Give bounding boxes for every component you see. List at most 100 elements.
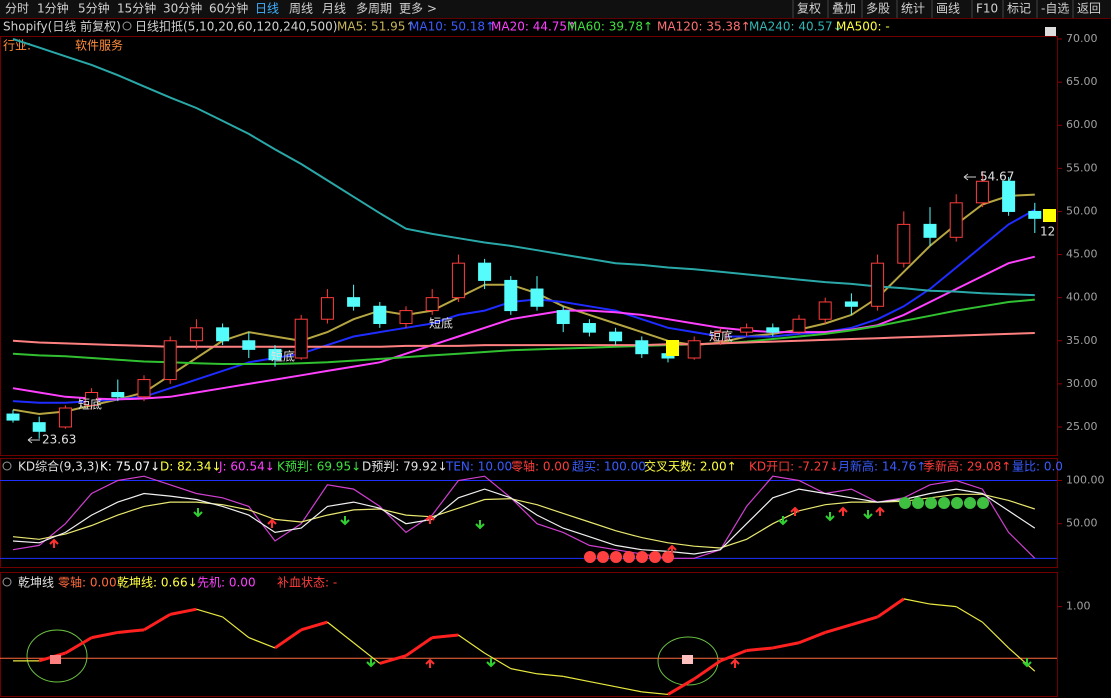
highlight-circle	[26, 629, 88, 683]
y-tick-label: 50.00	[1066, 517, 1098, 530]
tab[interactable]: 5分钟	[78, 1, 110, 16]
tab[interactable]: 15分钟	[117, 1, 156, 16]
signal-dot	[912, 497, 924, 509]
y-tick-label: 45.00	[1066, 248, 1098, 261]
qk-icon[interactable]	[2, 577, 12, 587]
kd-header: 月新高: 14.76↑	[838, 459, 926, 474]
signal-arrow	[267, 518, 277, 528]
ma-line	[12, 209, 1036, 404]
toolbar-button[interactable]: 返回	[1077, 2, 1101, 16]
toolbar-button[interactable]: 统计	[901, 2, 925, 16]
signal-arrow	[825, 512, 835, 522]
kd-header: 交叉天数: 2.00↑	[644, 459, 737, 474]
annotation: 54.67	[980, 170, 1014, 184]
kd-header: K预判: 69.95↓	[277, 460, 361, 474]
main-panel	[0, 36, 1058, 456]
tab[interactable]: 周线	[289, 2, 313, 16]
y-tick-label: 1.00	[1066, 600, 1091, 613]
signal-dot	[636, 551, 648, 563]
toolbar-button[interactable]: 叠加	[832, 2, 856, 16]
signal-dot	[610, 551, 622, 563]
signal-arrow	[425, 658, 435, 668]
candle-body	[713, 331, 727, 342]
qk-segment	[746, 646, 773, 653]
y-tick-label: 60.00	[1066, 118, 1098, 131]
toolbar-button[interactable]: -自选	[1041, 2, 1069, 16]
signal-arrow	[340, 516, 350, 526]
tab[interactable]: 多周期	[356, 2, 392, 16]
ma-label: MA120: 35.38↑	[657, 20, 751, 34]
qk-segment	[353, 642, 381, 664]
tab[interactable]: 日线	[255, 2, 279, 16]
annotation: 短底	[429, 316, 453, 331]
candle-body	[792, 318, 806, 333]
tab[interactable]: 30分钟	[163, 1, 202, 16]
candle-body	[504, 279, 518, 312]
y-tick-label: 50.00	[1066, 204, 1098, 217]
candle-body	[871, 262, 885, 307]
signal-arrow	[667, 544, 677, 554]
tab[interactable]: 分时	[5, 2, 29, 16]
toolbar-button[interactable]: F10	[976, 2, 998, 16]
signal-arrow	[790, 506, 800, 516]
kd-line	[12, 493, 1035, 549]
qk-segment	[536, 673, 564, 677]
signal-dot	[623, 551, 635, 563]
qk-header: 乾坤线	[18, 575, 54, 590]
kd-header: TEN: 10.00	[445, 460, 512, 474]
qk-segment	[274, 628, 303, 650]
indicator-icon[interactable]	[122, 21, 132, 31]
signal-arrow	[475, 520, 485, 530]
qk-header: 先机: 0.00	[197, 576, 256, 590]
candle-body	[1028, 210, 1042, 219]
candle-body	[478, 262, 492, 281]
ma-label: MA20: 44.75↑	[491, 20, 577, 34]
kd-header: 季新高: 29.08↑	[923, 459, 1011, 474]
candle-body	[320, 297, 334, 320]
signal-arrow	[838, 506, 848, 516]
tab[interactable]: 60分钟	[209, 1, 248, 16]
toolbar-button[interactable]: 画线	[936, 2, 960, 16]
qk-segment	[615, 686, 642, 693]
qk-segment	[432, 633, 459, 640]
qk-header: 零轴: 0.00	[58, 575, 117, 590]
qk-segment	[379, 654, 407, 665]
candle-body	[242, 340, 256, 350]
qk-header: 乾坤线: 0.66↓	[117, 575, 198, 590]
candle-body	[923, 223, 937, 238]
candle-body	[6, 413, 20, 421]
qk-segment	[222, 616, 250, 639]
tab[interactable]: 更多 >	[399, 2, 437, 16]
kd-header: 零轴: 0.00	[511, 459, 570, 474]
candle-body	[556, 310, 570, 325]
signal-dot	[964, 497, 976, 509]
qk-segment	[405, 636, 434, 657]
indicator-name: 日线扣抵(5,10,20,60,120,240,500)	[135, 20, 337, 34]
qk-segment	[484, 652, 512, 670]
kd-line	[12, 488, 1036, 555]
kd-icon[interactable]	[2, 461, 12, 471]
window-button[interactable]	[1045, 27, 1056, 36]
kd-header: 超买: 100.00	[572, 459, 646, 474]
y-tick-label: 25.00	[1066, 420, 1098, 433]
qk-segment	[327, 621, 354, 644]
signal-dot	[977, 497, 989, 509]
kd-header: D预判: 79.92↓	[362, 460, 448, 474]
signal-box	[682, 655, 693, 664]
toolbar-button[interactable]: 复权	[797, 2, 821, 16]
y-tick-label: 100.00	[1066, 473, 1105, 486]
y-tick-label: 65.00	[1066, 75, 1098, 88]
toolbar-button[interactable]: 标记	[1007, 2, 1031, 16]
candle-body	[111, 391, 125, 398]
kd-header: KD开口: -7.27↓	[749, 460, 839, 474]
signal-dot	[925, 497, 937, 509]
candle-body	[949, 202, 963, 238]
ma-line	[12, 332, 1035, 348]
kd-header: KD综合(9,3,3)	[18, 459, 99, 474]
ma-label: MA60: 39.78↑	[567, 20, 653, 34]
tab[interactable]: 月线	[322, 2, 346, 16]
candle-body	[347, 297, 361, 307]
signal-arrow	[1022, 658, 1032, 668]
toolbar-button[interactable]: 多股	[866, 2, 890, 16]
tab[interactable]: 1分钟	[37, 1, 69, 16]
